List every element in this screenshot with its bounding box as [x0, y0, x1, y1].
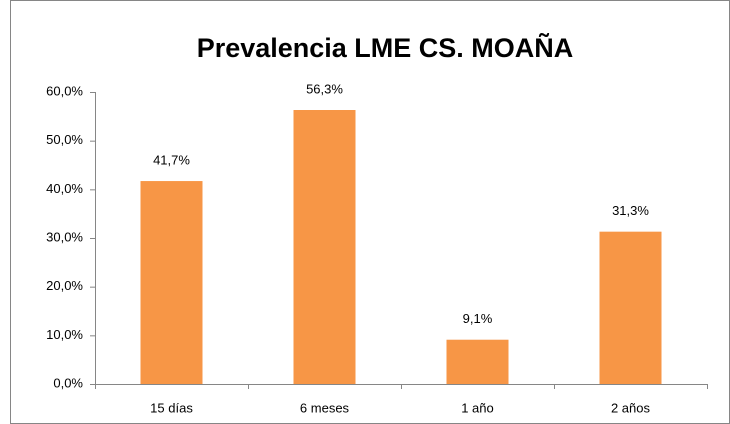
y-tick-label: 10,0% [46, 327, 83, 342]
bar [446, 339, 509, 384]
y-tick-label: 40,0% [46, 181, 83, 196]
bar [293, 110, 356, 385]
x-tick-label: 2 años [611, 400, 651, 415]
y-tick-label: 0,0% [53, 375, 83, 390]
y-tick-label: 20,0% [46, 278, 83, 293]
y-tick-label: 60,0% [46, 83, 83, 98]
bar [599, 231, 662, 384]
bar [140, 181, 203, 384]
chart-title: Prevalencia LME CS. MOAÑA [197, 32, 574, 63]
y-tick-label: 50,0% [46, 132, 83, 147]
data-label: 41,7% [153, 152, 190, 167]
x-tick-label: 15 días [150, 400, 193, 415]
y-tick-label: 30,0% [46, 229, 83, 244]
data-label: 9,1% [463, 311, 493, 326]
x-tick-label: 1 año [461, 400, 494, 415]
x-tick-label: 6 meses [300, 400, 350, 415]
data-label: 56,3% [306, 81, 343, 96]
data-label: 31,3% [612, 203, 649, 218]
